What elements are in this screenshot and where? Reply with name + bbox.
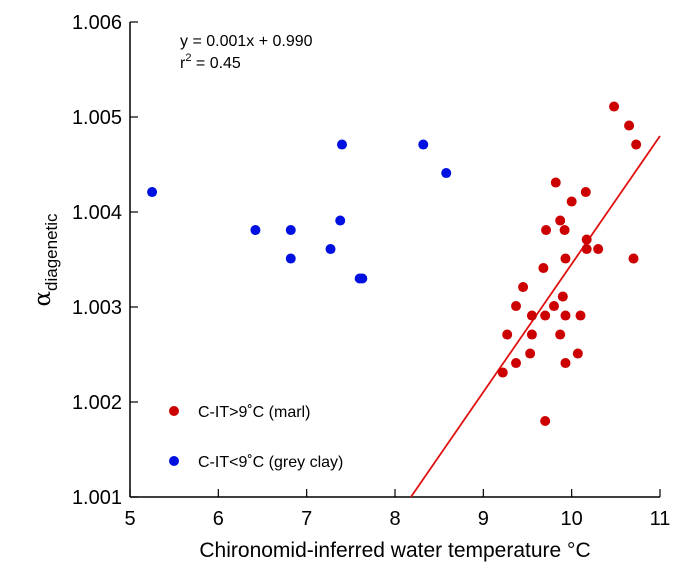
data-point-marl [518, 282, 529, 293]
y-axis-title-main: α [30, 291, 56, 307]
data-point-grey-clay [337, 139, 347, 150]
y-ticks: 1.001 1.002 1.003 1.004 1.005 1.006 [72, 12, 138, 509]
data-point-marl [593, 244, 604, 255]
data-point-marl [581, 244, 592, 255]
data-point-marl [549, 301, 559, 312]
legend-label-marl: C-IT>9˚C (marl) [198, 404, 310, 421]
data-points [147, 101, 642, 426]
x-tick-label: 8 [389, 508, 400, 530]
y-tick-label: 1.006 [72, 12, 122, 34]
legend: C-IT>9˚C (marl) C-IT<9˚C (grey clay) [169, 404, 343, 471]
data-point-marl [502, 329, 513, 340]
data-point-marl [526, 329, 537, 340]
x-ticks: 5 6 7 8 9 10 11 [124, 489, 670, 530]
data-point-marl [540, 416, 551, 426]
data-point-grey-clay [441, 168, 452, 179]
data-point-marl [628, 253, 639, 264]
data-point-grey-clay [325, 244, 336, 255]
data-point-marl [609, 101, 620, 112]
data-point-marl [566, 196, 577, 207]
data-point-grey-clay [285, 225, 296, 236]
data-point-marl [511, 301, 522, 312]
plot-area: 5 6 7 8 9 10 11 1.001 1.002 1.003 1.004 1.005 1.006 [72, 12, 670, 530]
legend-marker-grey-clay [169, 456, 179, 466]
data-point-marl [631, 139, 642, 150]
data-point-grey-clay [250, 225, 261, 236]
data-point-marl [572, 348, 583, 359]
data-point-marl [557, 291, 568, 302]
y-tick-label: 1.003 [72, 297, 122, 319]
x-axis-title: Chironomid-inferred water temperature °C [199, 539, 590, 562]
legend-marker-marl [169, 406, 179, 416]
y-tick-label: 1.002 [72, 392, 122, 414]
x-tick-label: 7 [301, 508, 312, 530]
x-tick-label: 5 [124, 508, 135, 530]
y-tick-label: 1.004 [72, 202, 122, 224]
data-point-grey-clay [418, 139, 429, 150]
regression-annotation: y = 0.001x + 0.990 r2 = 0.45 [180, 33, 313, 72]
svg-text:αdiagenetic: αdiagenetic [30, 213, 61, 307]
x-tick-label: 9 [478, 508, 489, 530]
data-point-marl [541, 225, 552, 236]
data-point-marl [540, 310, 551, 321]
data-point-marl [560, 358, 571, 369]
data-point-marl [559, 225, 570, 236]
y-tick-label: 1.005 [72, 107, 122, 129]
y-axis-title-sub: diagenetic [42, 213, 61, 291]
data-point-marl [525, 348, 536, 359]
data-point-marl [538, 263, 549, 274]
data-point-grey-clay [147, 187, 158, 198]
data-point-marl [581, 234, 592, 245]
data-point-marl [511, 358, 522, 369]
data-point-marl [560, 253, 571, 264]
data-point-marl [497, 367, 508, 378]
data-point-marl [550, 177, 561, 188]
data-point-grey-clay [335, 215, 346, 226]
legend-label-grey-clay: C-IT<9˚C (grey clay) [198, 454, 343, 471]
data-point-marl [624, 120, 635, 131]
data-point-marl [526, 310, 537, 321]
data-point-grey-clay [357, 273, 368, 284]
data-point-marl [580, 187, 591, 198]
data-point-grey-clay [285, 253, 296, 264]
equation-label: y = 0.001x + 0.990 [180, 33, 313, 50]
x-tick-label: 11 [650, 508, 671, 530]
data-point-marl [555, 215, 566, 226]
data-point-marl [560, 310, 571, 321]
y-tick-label: 1.001 [72, 487, 122, 509]
r-squared-label: r2 = 0.45 [180, 52, 241, 72]
data-point-marl [555, 329, 566, 340]
x-tick-label: 10 [561, 508, 583, 530]
data-point-marl [575, 310, 586, 321]
x-tick-label: 6 [213, 508, 224, 530]
y-axis-title: αdiagenetic [30, 213, 61, 307]
